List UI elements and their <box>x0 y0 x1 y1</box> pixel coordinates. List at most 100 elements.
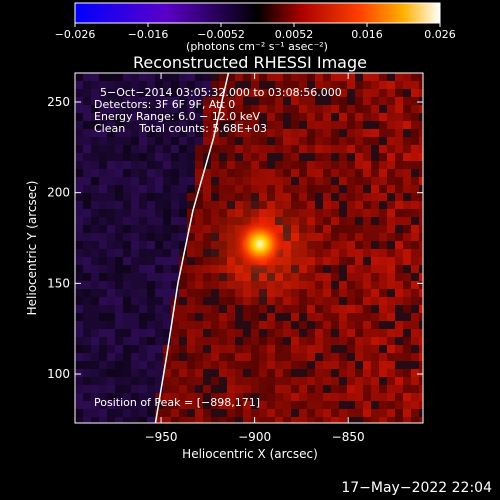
heatmap-cell <box>323 417 331 423</box>
heatmap-cell <box>379 409 387 417</box>
heatmap-cell <box>195 321 203 329</box>
heatmap-cell <box>371 153 379 161</box>
heatmap-cell <box>307 81 315 89</box>
heatmap-cell <box>147 73 155 81</box>
heatmap-cell <box>171 105 179 113</box>
heatmap-cell <box>347 297 355 305</box>
heatmap-cell <box>403 113 411 121</box>
heatmap-cell <box>331 193 339 201</box>
heatmap-cell <box>403 137 411 145</box>
heatmap-cell <box>283 377 291 385</box>
heatmap-cell <box>419 385 423 393</box>
heatmap-cell <box>83 97 91 105</box>
heatmap-cell <box>227 153 235 161</box>
heatmap-cell <box>395 105 403 113</box>
heatmap-cell <box>379 273 387 281</box>
heatmap-cell <box>315 297 323 305</box>
heatmap-cell <box>299 257 307 265</box>
heatmap-cell <box>91 377 99 385</box>
heatmap-cell <box>331 273 339 281</box>
heatmap-cell <box>219 185 227 193</box>
heatmap-cell <box>99 225 107 233</box>
heatmap-cell <box>411 73 419 81</box>
heatmap-cell <box>75 305 83 313</box>
heatmap-cell <box>195 113 203 121</box>
heatmap-cell <box>379 201 387 209</box>
heatmap-cell <box>139 209 147 217</box>
heatmap-cell <box>155 241 163 249</box>
heatmap-cell <box>227 321 235 329</box>
heatmap-cell <box>275 169 283 177</box>
heatmap-cell <box>243 313 251 321</box>
heatmap-cell <box>331 153 339 161</box>
heatmap-cell <box>203 233 211 241</box>
heatmap-cell <box>251 377 259 385</box>
heatmap-cell <box>131 313 139 321</box>
heatmap-cell <box>195 377 203 385</box>
heatmap-cell <box>267 289 275 297</box>
heatmap-cell <box>83 121 91 129</box>
heatmap-cell <box>251 137 259 145</box>
heatmap-cell <box>203 385 211 393</box>
heatmap-cell <box>99 97 107 105</box>
heatmap-cell <box>99 145 107 153</box>
heatmap-cell <box>179 297 187 305</box>
heatmap-cell <box>331 337 339 345</box>
heatmap-cell <box>291 89 299 97</box>
heatmap-cell <box>155 177 163 185</box>
heatmap-cell <box>227 209 235 217</box>
heatmap-cell <box>179 417 187 423</box>
heatmap-cell <box>323 393 331 401</box>
heatmap-cell <box>123 377 131 385</box>
heatmap-cell <box>315 345 323 353</box>
heatmap-cell <box>131 217 139 225</box>
heatmap-cell <box>243 201 251 209</box>
heatmap-cell <box>371 305 379 313</box>
heatmap-cell <box>411 169 419 177</box>
heatmap-cell <box>187 417 195 423</box>
heatmap-cell <box>395 313 403 321</box>
heatmap-cell <box>195 225 203 233</box>
heatmap-cell <box>115 289 123 297</box>
heatmap-cell <box>163 233 171 241</box>
heatmap-cell <box>235 113 243 121</box>
heatmap-cell <box>243 369 251 377</box>
heatmap-cell <box>355 313 363 321</box>
heatmap-cell <box>227 393 235 401</box>
heatmap-cell <box>339 225 347 233</box>
heatmap-cell <box>411 89 419 97</box>
heatmap-cell <box>99 153 107 161</box>
heatmap-cell <box>387 233 395 241</box>
heatmap-cell <box>171 201 179 209</box>
heatmap-cell <box>403 313 411 321</box>
heatmap-cell <box>307 337 315 345</box>
heatmap-cell <box>411 321 419 329</box>
heatmap-cell <box>195 137 203 145</box>
heatmap-cell <box>275 321 283 329</box>
heatmap-cell <box>163 249 171 257</box>
heatmap-cell <box>179 321 187 329</box>
heatmap-cell <box>227 377 235 385</box>
heatmap-cell <box>347 185 355 193</box>
heatmap-cell <box>131 257 139 265</box>
heatmap-cell <box>379 233 387 241</box>
heatmap-cell <box>403 129 411 137</box>
heatmap-cell <box>307 113 315 121</box>
heatmap-cell <box>259 393 267 401</box>
heatmap-cell <box>235 257 243 265</box>
heatmap-cell <box>267 329 275 337</box>
heatmap-cell <box>219 97 227 105</box>
heatmap-cell <box>139 377 147 385</box>
heatmap-cell <box>179 121 187 129</box>
heatmap-cell <box>187 385 195 393</box>
heatmap-cell <box>379 137 387 145</box>
heatmap-cell <box>155 89 163 97</box>
heatmap-cell <box>139 353 147 361</box>
heatmap-cell <box>291 105 299 113</box>
heatmap-cell <box>259 201 267 209</box>
heatmap-cell <box>91 265 99 273</box>
heatmap-cell <box>99 233 107 241</box>
heatmap-cell <box>211 265 219 273</box>
heatmap-cell <box>211 377 219 385</box>
heatmap-cell <box>83 185 91 193</box>
